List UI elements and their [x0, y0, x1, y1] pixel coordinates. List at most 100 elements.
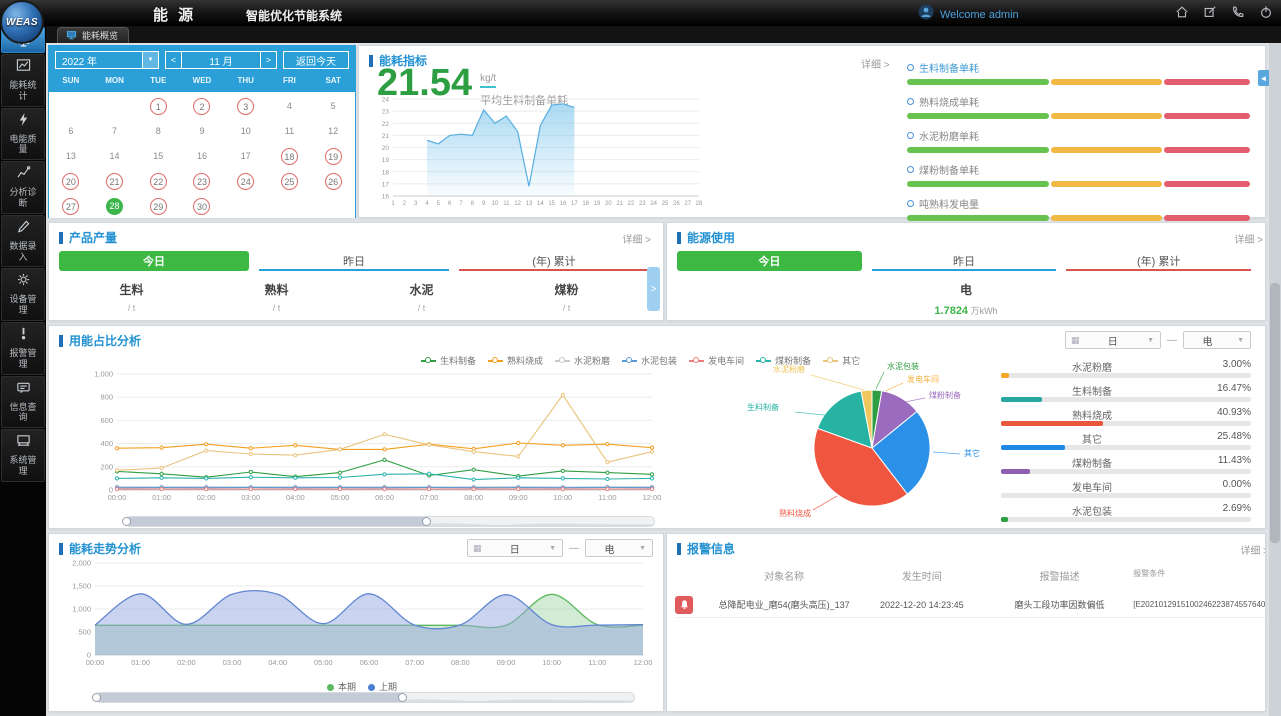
- calendar-day[interactable]: 4: [286, 101, 292, 111]
- calendar-day[interactable]: 18: [280, 148, 298, 165]
- collapse-panel-arrow[interactable]: ◄: [1258, 70, 1269, 86]
- datazoom-selected-range[interactable]: [96, 693, 403, 702]
- tab-(年) 累计[interactable]: (年) 累计: [1066, 251, 1251, 271]
- tab-energy-overview[interactable]: 能耗概览: [57, 27, 130, 43]
- legend-item-发电车间[interactable]: 发电车间: [689, 354, 744, 367]
- indicator-label[interactable]: 水泥粉磨单耗: [919, 132, 979, 143]
- sidebar-item-分析诊断[interactable]: 分析诊断: [1, 161, 45, 214]
- next-month-button[interactable]: >: [260, 52, 276, 68]
- alarm-detail-link[interactable]: 详细 >: [1240, 546, 1265, 557]
- calendar-day[interactable]: 14: [109, 151, 120, 161]
- alarm-row[interactable]: 总降配电业_磨54(磨头高压)_137 2022-12-20 14:23:45 磨头…: [675, 592, 1265, 618]
- legend-label: 水泥粉磨: [574, 356, 611, 366]
- calendar-day[interactable]: 21: [106, 173, 124, 190]
- calendar-day[interactable]: 16: [196, 151, 207, 161]
- sidebar-item-系统管理[interactable]: 系统管理: [1, 429, 45, 482]
- sidebar-item-报警管理[interactable]: 报警管理: [1, 321, 45, 375]
- tab-(年) 累计[interactable]: (年) 累计: [459, 251, 649, 271]
- calendar-day[interactable]: 27: [62, 198, 80, 215]
- calendar-day[interactable]: 2: [193, 98, 211, 115]
- phone-icon[interactable]: [1231, 5, 1245, 19]
- tab-昨日[interactable]: 昨日: [871, 251, 1057, 271]
- calendar-day[interactable]: 1: [149, 98, 167, 115]
- svg-text:05:00: 05:00: [314, 658, 333, 667]
- energy-select[interactable]: 电 ▼: [585, 539, 653, 557]
- calendar-day[interactable]: 17: [240, 151, 251, 161]
- legend-item-生料制备[interactable]: 生料制备: [421, 354, 476, 367]
- next-page-chevron[interactable]: >: [647, 267, 660, 311]
- legend-circle: [760, 356, 767, 363]
- pie-slice-其它[interactable]: [871, 410, 931, 495]
- sidebar-item-能耗统计[interactable]: 能耗统计: [1, 54, 45, 107]
- legend-item-其它[interactable]: 其它: [823, 354, 860, 367]
- calendar-day[interactable]: 5: [330, 101, 336, 111]
- back-to-today-button[interactable]: 返回今天: [283, 51, 349, 69]
- datazoom-handle-right[interactable]: [421, 517, 431, 526]
- legend-item-水泥包装[interactable]: 水泥包装: [622, 354, 677, 367]
- legend-label-上期[interactable]: 上期: [379, 682, 398, 692]
- datazoom-selected-range[interactable]: [126, 517, 427, 526]
- tab-今日[interactable]: 今日: [59, 251, 249, 271]
- calendar-day[interactable]: 19: [324, 148, 342, 165]
- calendar-day[interactable]: 15: [153, 151, 164, 161]
- calendar-day[interactable]: 22: [149, 173, 167, 190]
- year-select[interactable]: 2022 年 ▼: [55, 51, 159, 69]
- legend-item-熟料烧成[interactable]: 熟料烧成: [488, 354, 543, 367]
- calendar-day[interactable]: 9: [199, 126, 205, 136]
- pie-slice-熟料烧成[interactable]: [813, 427, 909, 507]
- indicator-label-row: 熟料烧成单耗: [907, 94, 1253, 109]
- sidebar-item-设备管理[interactable]: 设备管理: [1, 268, 45, 321]
- legend-item-煤粉制备[interactable]: 煤粉制备: [756, 354, 811, 367]
- datazoom-slider[interactable]: [92, 692, 635, 703]
- ranking-row-发电车间: 发电车间 0.00%: [997, 479, 1255, 503]
- calendar-day[interactable]: 12: [328, 126, 339, 136]
- energy-use-panel: 能源使用 详细 > 今日 昨日 (年) 累计 电 1.7824 万kWh: [666, 222, 1266, 321]
- pie-slice-水泥粉磨[interactable]: [860, 389, 873, 449]
- scrollbar-thumb[interactable]: [1270, 283, 1280, 543]
- calendar-day[interactable]: 10: [240, 126, 251, 136]
- indicator-label[interactable]: 熟料烧成单耗: [919, 98, 979, 109]
- calendar-day[interactable]: 20: [62, 173, 80, 190]
- indicator-label[interactable]: 吨熟料发电量: [919, 200, 979, 211]
- datazoom-handle-left[interactable]: [92, 693, 101, 702]
- svg-text:400: 400: [100, 439, 113, 448]
- edit-icon[interactable]: [1203, 5, 1217, 19]
- calendar-day[interactable]: 8: [155, 126, 161, 136]
- period-select[interactable]: ▦ 日 ▼: [467, 539, 563, 557]
- calendar-day[interactable]: 13: [65, 151, 76, 161]
- indicator-label[interactable]: 生料制备单耗: [919, 64, 979, 75]
- sidebar-item-信息查询[interactable]: 信息查询: [1, 375, 45, 429]
- calendar-day[interactable]: 24: [237, 173, 255, 190]
- calendar-day[interactable]: 23: [193, 173, 211, 190]
- euse-detail-link[interactable]: 详细 >: [1234, 235, 1263, 246]
- legend-label-本期[interactable]: 本期: [337, 682, 356, 692]
- calendar-day[interactable]: 30: [193, 198, 211, 215]
- calendar-day[interactable]: 29: [149, 198, 167, 215]
- calendar-day[interactable]: 11: [284, 126, 295, 136]
- calendar-day[interactable]: 6: [68, 126, 74, 136]
- calendar-day[interactable]: 25: [280, 173, 298, 190]
- energy-use-tabs: 今日 昨日 (年) 累计: [677, 251, 1251, 271]
- prev-month-button[interactable]: <: [166, 52, 182, 68]
- datazoom-slider[interactable]: [122, 516, 655, 527]
- sidebar-item-电能质量[interactable]: 电能质量: [1, 107, 45, 161]
- indicator-label[interactable]: 煤粉制备单耗: [919, 166, 979, 177]
- product-detail-link[interactable]: 详细 >: [622, 235, 651, 246]
- calendar-day[interactable]: 26: [324, 173, 342, 190]
- sidebar-item-数据录入[interactable]: 数据录入: [1, 214, 45, 268]
- calendar-day[interactable]: 28: [106, 198, 124, 215]
- page-scrollbar[interactable]: [1269, 43, 1281, 716]
- power-icon[interactable]: [1259, 5, 1273, 19]
- datazoom-handle-left[interactable]: [122, 517, 131, 526]
- energy-select[interactable]: 电 ▼: [1183, 331, 1251, 349]
- datazoom-handle-right[interactable]: [397, 693, 407, 702]
- pie-slice-生料制备[interactable]: [816, 390, 873, 449]
- calendar-day[interactable]: 7: [112, 126, 118, 136]
- legend-item-水泥粉磨[interactable]: 水泥粉磨: [555, 354, 610, 367]
- kpi-detail-link[interactable]: 详细 >: [861, 60, 890, 71]
- home-icon[interactable]: [1175, 5, 1189, 19]
- tab-昨日[interactable]: 昨日: [259, 251, 449, 271]
- calendar-day[interactable]: 3: [237, 98, 255, 115]
- tab-今日[interactable]: 今日: [677, 251, 862, 271]
- period-select[interactable]: ▦ 日 ▼: [1065, 331, 1161, 349]
